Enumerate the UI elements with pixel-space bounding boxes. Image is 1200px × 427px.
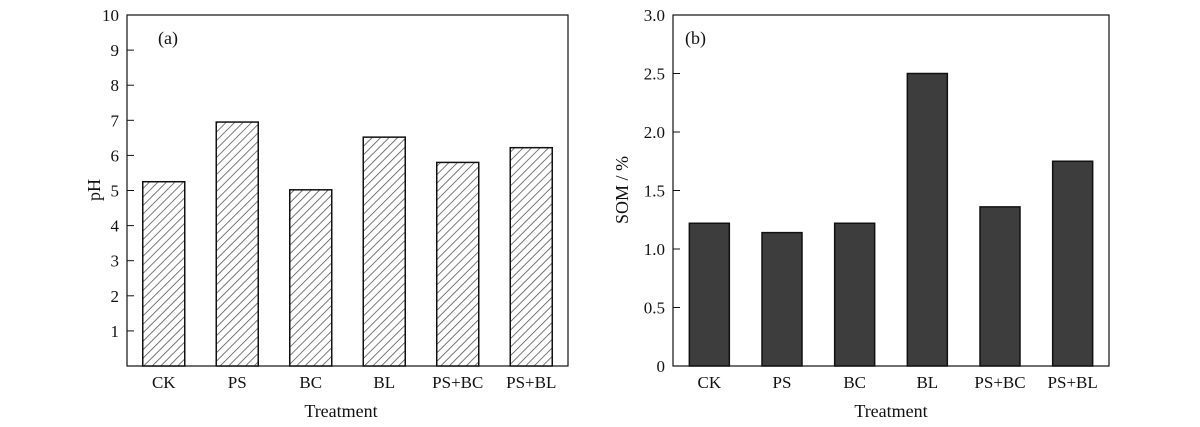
som-category-label: PS+BL (1048, 373, 1098, 392)
som-y-tick-label: 1.0 (644, 240, 665, 259)
ph-x-axis-title: Treatment (304, 401, 377, 421)
som-category-label: PS (773, 373, 792, 392)
ph-category-label: BL (373, 373, 395, 392)
ph-category-label: CK (152, 373, 176, 392)
som-category-label: CK (698, 373, 722, 392)
som-panel: (b) SOM / % Treatment 0 0.5 1.0 1.5 2.0 2.5 3.… (612, 6, 1110, 421)
ph-panel-label: (a) (158, 28, 178, 49)
som-y-tick-label: 2.5 (644, 65, 665, 84)
ph-y-tick-label: 8 (111, 76, 120, 95)
som-y-tick-label: 2.0 (644, 123, 665, 142)
som-bar-ps-plus-bc (979, 206, 1021, 367)
som-x-axis-title: Treatment (854, 401, 927, 421)
ph-y-tick-label: 4 (111, 217, 120, 236)
som-bar-bc (833, 222, 876, 367)
som-y-tick-label: 1.5 (644, 182, 665, 201)
som-y-tick-label: 0 (657, 357, 666, 376)
som-category-label: BL (916, 373, 938, 392)
ph-category-label: PS+BL (506, 373, 556, 392)
ph-bar-ps-plus-bl (509, 146, 553, 367)
som-category-labels: CK PS BC BL PS+BC PS+BL (698, 373, 1098, 392)
ph-y-axis-title: pH (84, 179, 104, 201)
ph-bar-ck (142, 180, 186, 367)
ph-bar-ps-plus-bc (436, 161, 480, 367)
som-category-label: PS+BC (974, 373, 1025, 392)
ph-y-tick-label: 2 (111, 287, 120, 306)
ph-y-tick-label: 5 (111, 182, 120, 201)
som-y-tick-label: 3.0 (644, 6, 665, 25)
som-panel-label: (b) (685, 28, 706, 49)
som-y-ticks: 0 0.5 1.0 1.5 2.0 2.5 3.0 (644, 6, 680, 376)
ph-y-tick-label: 3 (111, 252, 120, 271)
ph-category-label: BC (299, 373, 322, 392)
ph-bar-ps (215, 121, 259, 367)
som-bar-ps (761, 231, 803, 367)
ph-category-label: PS (228, 373, 247, 392)
ph-bar-bl (362, 136, 406, 367)
ph-y-ticks: 1 2 3 4 5 6 7 8 9 10 (102, 6, 134, 341)
som-bar-ck (688, 222, 731, 367)
som-category-label: BC (843, 373, 866, 392)
som-bar-ps-plus-bl (1051, 160, 1094, 367)
ph-plot-frame (126, 14, 569, 367)
som-bar-bl (906, 72, 949, 367)
ph-y-tick-label: 6 (111, 146, 120, 165)
som-y-tick-label: 0.5 (644, 299, 665, 318)
ph-y-tick-label: 7 (111, 111, 120, 130)
ph-category-labels: CK PS BC BL PS+BC PS+BL (152, 373, 556, 392)
ph-bar-bc (289, 189, 333, 367)
ph-y-tick-label: 10 (102, 6, 119, 25)
ph-y-tick-label: 1 (111, 322, 120, 341)
ph-bars (142, 121, 553, 367)
ph-category-label: PS+BC (432, 373, 483, 392)
som-y-axis-title: SOM / % (612, 156, 632, 224)
ph-y-tick-label: 9 (111, 41, 120, 60)
som-plot-frame (672, 14, 1110, 367)
ph-panel: (a) pH Treatment 1 2 3 4 5 6 7 8 9 10 CK PS BC BL PS+… (84, 6, 569, 421)
som-bars (688, 72, 1094, 367)
